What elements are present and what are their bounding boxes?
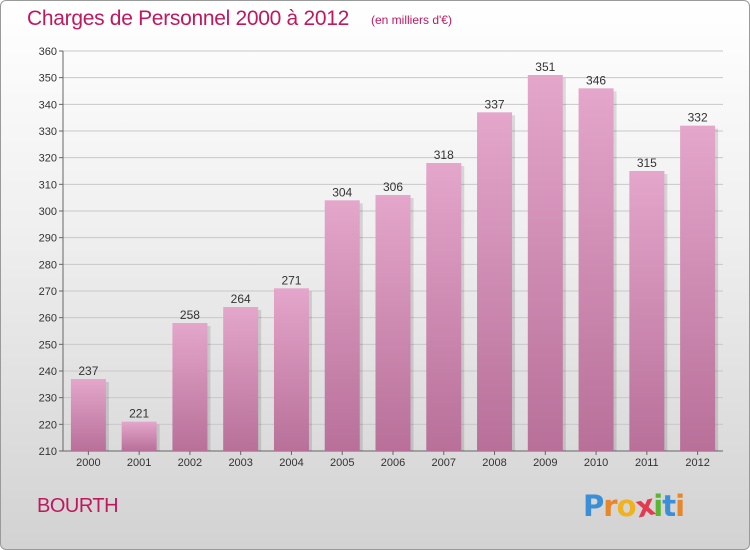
proxiti-logo: Proxiti xyxy=(583,488,685,525)
value-label: 304 xyxy=(332,185,352,199)
y-tick-label: 360 xyxy=(39,46,57,58)
value-label: 351 xyxy=(535,60,555,74)
y-tick-label: 220 xyxy=(39,419,57,431)
x-tick-label: 2012 xyxy=(685,457,709,469)
value-label: 332 xyxy=(688,111,708,125)
y-tick-label: 240 xyxy=(39,366,57,378)
y-tick-label: 340 xyxy=(39,99,57,111)
x-tick-label: 2010 xyxy=(584,457,608,469)
y-tick-label: 280 xyxy=(39,259,57,271)
value-label: 258 xyxy=(180,308,200,322)
bar-2001 xyxy=(121,421,157,451)
bar-2003 xyxy=(223,307,259,451)
logo-letter: t xyxy=(662,489,676,523)
y-tick-label: 320 xyxy=(39,153,57,165)
value-label: 315 xyxy=(637,156,657,170)
value-label: 306 xyxy=(383,180,403,194)
value-label: 237 xyxy=(78,364,98,378)
y-tick-label: 270 xyxy=(39,286,57,298)
commune-name: BOURTH xyxy=(37,495,119,517)
bar-2007 xyxy=(426,163,462,451)
value-label: 221 xyxy=(129,407,149,421)
x-tick-label: 2005 xyxy=(330,457,354,469)
y-tick-label: 330 xyxy=(39,126,57,138)
tick-labels: 210 220 230 240 250 260 270 280 290 300 310 320 330 3… xyxy=(39,46,710,469)
x-tick-label: 2002 xyxy=(178,457,202,469)
x-tick-label: 2009 xyxy=(533,457,557,469)
bar-2009 xyxy=(527,75,563,451)
chart-subtitle: (en milliers d'€) xyxy=(371,13,452,27)
logo-letter: i xyxy=(653,489,663,523)
x-tick-label: 2011 xyxy=(635,457,659,469)
logo-letter: o xyxy=(616,489,637,523)
bar-2010 xyxy=(578,88,614,451)
logo-letter: P xyxy=(583,489,604,523)
x-tick-label: 2004 xyxy=(279,457,303,469)
value-label: 318 xyxy=(434,148,454,162)
x-tick-label: 2007 xyxy=(432,457,456,469)
y-tick-label: 310 xyxy=(39,179,57,191)
bar-2006 xyxy=(375,195,411,451)
value-label: 346 xyxy=(586,73,606,87)
bar-2011 xyxy=(629,171,665,451)
bars xyxy=(70,75,719,452)
bar-2005 xyxy=(324,200,360,451)
value-label: 264 xyxy=(231,292,251,306)
chart-title: Charges de Personnel 2000 à 2012 xyxy=(27,7,349,30)
y-tick-label: 300 xyxy=(39,206,57,218)
y-tick-label: 250 xyxy=(39,339,57,351)
bar-2000 xyxy=(70,379,106,451)
y-tick-label: 290 xyxy=(39,233,57,245)
x-tick-label: 2008 xyxy=(482,457,506,469)
x-tick-label: 2003 xyxy=(228,457,252,469)
logo-letter: r xyxy=(603,489,617,523)
bar-2008 xyxy=(477,112,513,451)
bar-2012 xyxy=(680,125,716,452)
value-labels: 237 221 258 264 271 304 306 318 337 351 346 315 332 xyxy=(78,60,708,421)
y-tick-label: 260 xyxy=(39,313,57,325)
x-tick-label: 2001 xyxy=(127,457,151,469)
x-tick-label: 2006 xyxy=(381,457,405,469)
y-tick-label: 210 xyxy=(39,446,57,458)
y-tick-label: 350 xyxy=(39,73,57,85)
value-label: 337 xyxy=(485,97,505,111)
y-tick-label: 230 xyxy=(39,393,57,405)
bar-2004 xyxy=(273,288,309,451)
value-label: 271 xyxy=(281,273,301,287)
x-tick-label: 2000 xyxy=(76,457,100,469)
bar-2002 xyxy=(172,323,208,451)
logo-letter: i xyxy=(675,489,685,523)
